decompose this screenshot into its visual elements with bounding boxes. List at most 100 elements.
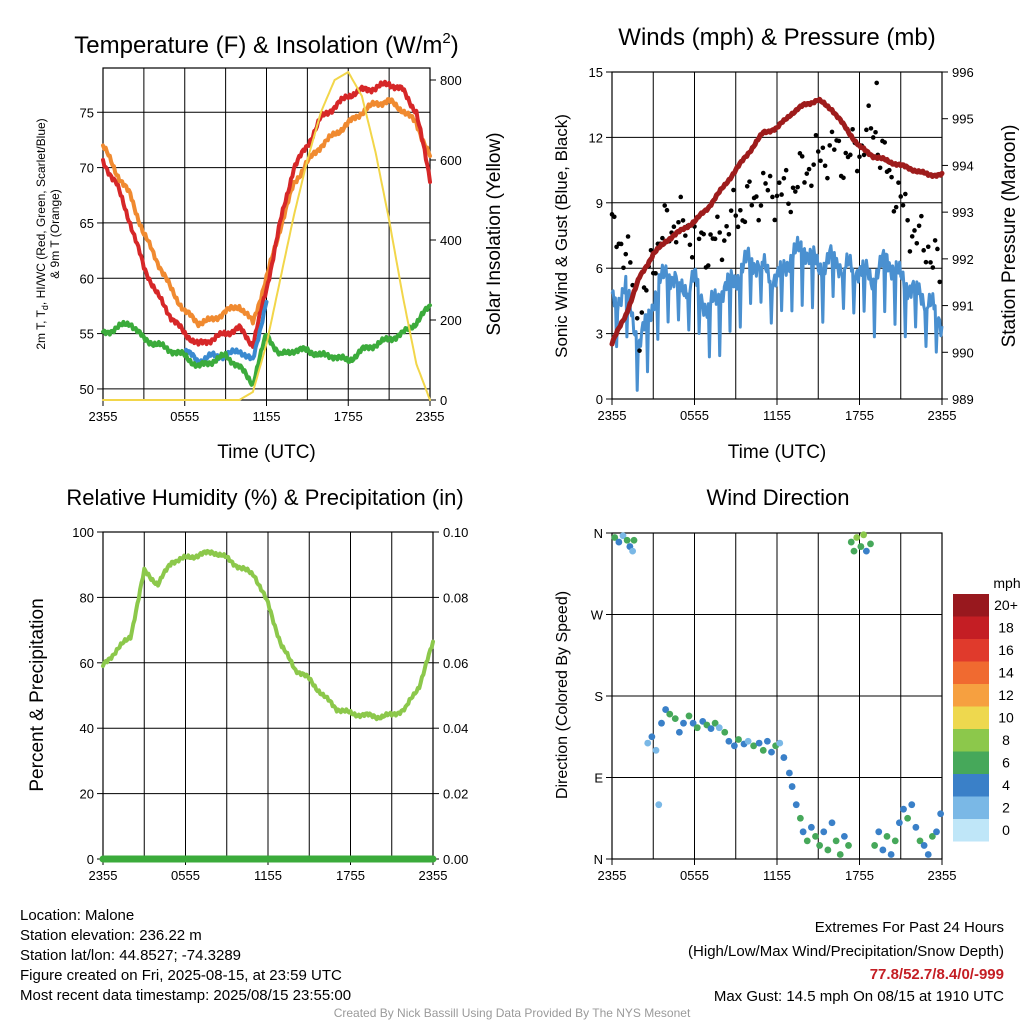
- gust-point: [903, 191, 908, 197]
- gust-point: [747, 179, 752, 184]
- gust-point: [820, 145, 826, 151]
- gust-point: [767, 173, 773, 179]
- gust-point: [621, 265, 626, 271]
- temp-panel-xtick-label: 2355: [416, 409, 445, 424]
- gust-point: [809, 183, 814, 189]
- wdir-panel-ytick-label: N: [594, 852, 603, 867]
- gust-point: [760, 170, 766, 176]
- gust-point: [628, 260, 633, 265]
- wind-panel-ytick-label: 0: [596, 392, 603, 407]
- direction-point: [857, 543, 865, 550]
- direction-point: [755, 739, 763, 747]
- gust-point: [763, 181, 768, 186]
- speed-legend-swatch: [953, 684, 989, 707]
- wind-panel-xtick-label: 2355: [928, 408, 957, 423]
- direction-point: [619, 532, 627, 540]
- gust-point: [683, 233, 688, 238]
- direction-point: [803, 837, 811, 845]
- temp-panel-xtick-label: 1155: [253, 409, 281, 424]
- gust-point: [639, 310, 645, 315]
- direction-point: [680, 719, 687, 727]
- gust-point: [756, 217, 761, 223]
- direction-point: [836, 851, 844, 858]
- wind-panel-ytick-label: 3: [596, 327, 603, 342]
- wdir-panel-xtick-label: 2355: [598, 868, 627, 883]
- wind-panel-xtick-label: 1755: [845, 408, 874, 423]
- gust-point: [818, 158, 823, 164]
- direction-point: [785, 769, 793, 777]
- gust-point: [680, 218, 686, 223]
- gust-point: [907, 249, 913, 254]
- gust-point: [857, 154, 862, 160]
- gust-point: [925, 244, 931, 250]
- rh-panel-xtick-label: 1755: [336, 868, 365, 883]
- gust-point: [783, 167, 789, 173]
- gust-point: [813, 132, 819, 138]
- temp-panel-xtick-label: 1755: [334, 409, 363, 424]
- gust-point: [919, 213, 924, 219]
- rh-panel-y2tick-label: 0.02: [443, 787, 468, 802]
- extremes-values: 77.8/52.7/8.4/0/-999: [869, 966, 1004, 983]
- gust-point: [829, 129, 835, 135]
- gust-point: [708, 232, 713, 237]
- gust-point: [742, 219, 748, 225]
- wind-panel-title: Winds (mph) & Pressure (mb): [618, 24, 935, 51]
- wind-panel-ylabel: Sonic Wind & Gust (Blue, Black): [552, 114, 571, 358]
- elevation-text: Station elevation: 236.22 m: [20, 927, 202, 944]
- gust-point: [618, 241, 624, 247]
- temp-panel-xtick-label: 2355: [89, 409, 118, 424]
- direction-point: [721, 728, 729, 736]
- location-text: Location: Malone: [20, 907, 135, 924]
- temperature-line-1: [101, 79, 432, 349]
- gust-point: [861, 152, 867, 158]
- direction-point: [850, 547, 858, 555]
- wdir-panel-ytick-label: E: [594, 771, 603, 786]
- direction-point: [644, 739, 652, 747]
- gust-point: [623, 251, 629, 257]
- temp-panel-ylabel: 2m T, Td, HI/WC (Red, Green, Scarlet/Blu…: [34, 118, 62, 349]
- speed-legend-label: 4: [1002, 777, 1010, 793]
- speed-legend-label: 6: [1002, 755, 1010, 771]
- direction-point: [750, 742, 758, 750]
- max-gust-text: Max Gust: 14.5 mph On 08/15 at 1910 UTC: [713, 988, 1004, 1005]
- gust-point: [790, 185, 796, 191]
- wdir-panel-title: Wind Direction: [706, 485, 849, 510]
- gust-point: [758, 203, 764, 208]
- gust-point: [912, 228, 917, 233]
- wind-panel-y2tick-label: 991: [952, 299, 974, 314]
- rh-panel-xtick-label: 2355: [89, 868, 118, 883]
- rh-panel-ytick-label: 0: [87, 852, 94, 867]
- direction-point: [900, 805, 907, 813]
- rh-panel-y2tick-label: 0.08: [443, 590, 468, 605]
- temp-panel-y2tick-label: 400: [440, 233, 462, 248]
- direction-point: [689, 719, 697, 727]
- wdir-panel-ylabel: Direction (Colored By Speed): [554, 591, 571, 799]
- wind-panel-xtick-label: 2355: [598, 408, 627, 423]
- gust-point: [836, 138, 842, 144]
- direction-point: [730, 742, 738, 750]
- rh-panel-y2tick-label: 0.10: [443, 525, 468, 540]
- direction-point: [715, 724, 723, 732]
- gust-point: [719, 257, 725, 263]
- gust-point: [653, 271, 658, 276]
- gust-point: [689, 255, 695, 260]
- gust-point: [715, 214, 720, 220]
- wind-panel-y2tick-label: 992: [952, 252, 974, 267]
- wind-panel-y2tick-label: 994: [952, 158, 974, 173]
- speed-legend-label: 16: [998, 642, 1014, 658]
- wdir-panel-xtick-label: 1755: [845, 868, 874, 883]
- gust-point: [841, 175, 846, 181]
- temp-panel-y2tick-label: 200: [440, 313, 462, 328]
- direction-point: [792, 801, 800, 809]
- extremes-legend: (High/Low/Max Wind/Precipitation/Snow De…: [688, 943, 1004, 960]
- direction-point: [675, 728, 683, 736]
- gust-point: [893, 204, 899, 210]
- gust-point: [770, 194, 775, 200]
- extremes-title: Extremes For Past 24 Hours: [814, 919, 1004, 936]
- speed-legend-label: 14: [998, 665, 1014, 681]
- temp-panel-y2tick-label: 800: [440, 73, 462, 88]
- direction-point: [891, 837, 899, 845]
- gust-point: [900, 202, 906, 208]
- gust-point: [868, 126, 874, 131]
- gust-point: [864, 127, 869, 133]
